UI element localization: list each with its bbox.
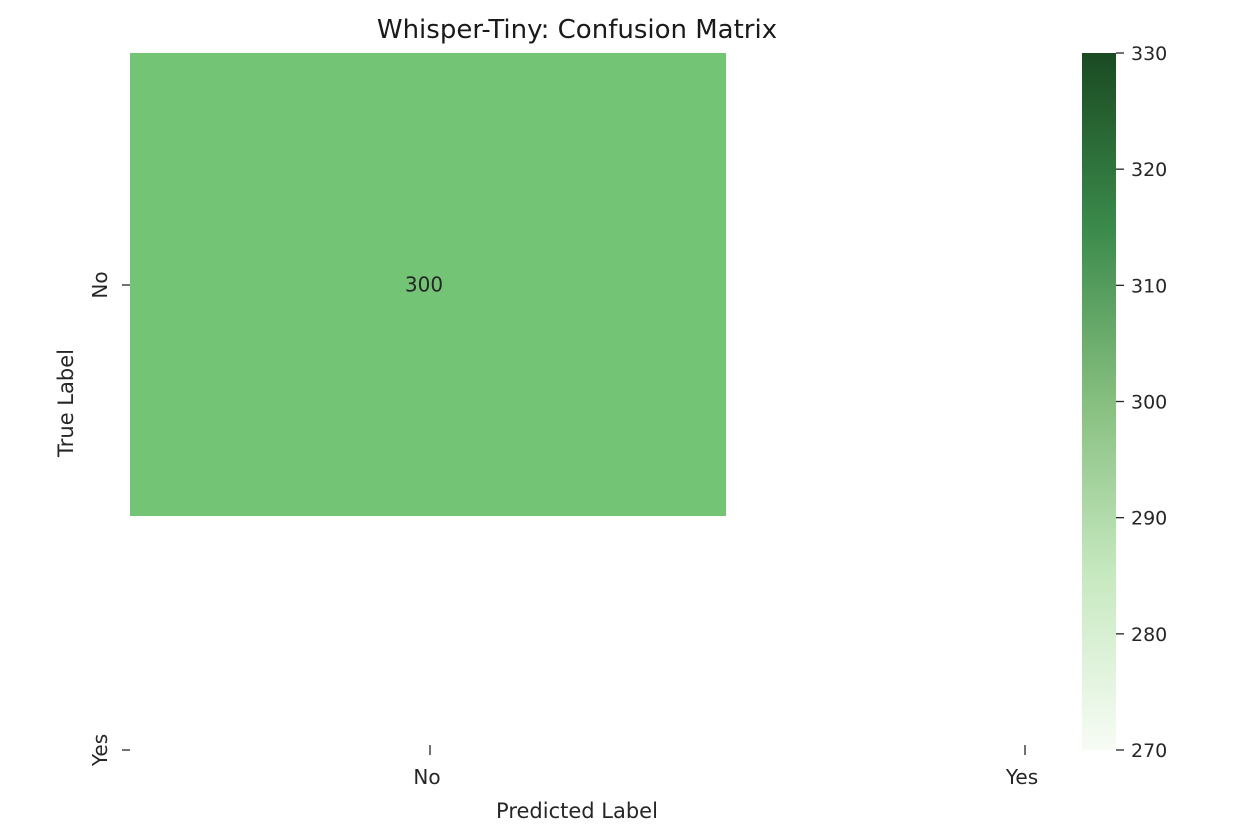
heatmap-cells: 300: [130, 53, 726, 516]
colorbar-tick-label: 290: [1131, 508, 1167, 530]
colorbar-tick-label: 330: [1131, 43, 1167, 65]
colorbar-tick-label: 270: [1131, 740, 1167, 762]
colorbar-tick-label: 300: [1131, 392, 1167, 414]
colorbar-tick-label: 280: [1131, 624, 1167, 646]
y-axis: No Yes: [88, 271, 130, 767]
x-tick-label: No: [413, 765, 440, 789]
heatmap-cell: [130, 53, 726, 516]
x-tick-label: Yes: [1005, 765, 1038, 789]
x-axis: No Yes: [413, 745, 1038, 789]
y-tick-label: No: [88, 271, 112, 298]
chart-title: Whisper-Tiny: Confusion Matrix: [377, 15, 777, 45]
colorbar-ticks: 270 280 290 300 310 320 330: [1116, 43, 1167, 762]
y-axis-label: True Label: [54, 349, 78, 458]
x-axis-label: Predicted Label: [496, 799, 658, 823]
y-tick-label: Yes: [88, 734, 112, 767]
colorbar: [1082, 53, 1116, 750]
colorbar-tick-label: 310: [1131, 275, 1167, 297]
cell-value-label: 300: [405, 273, 443, 297]
colorbar-tick-label: 320: [1131, 159, 1167, 181]
